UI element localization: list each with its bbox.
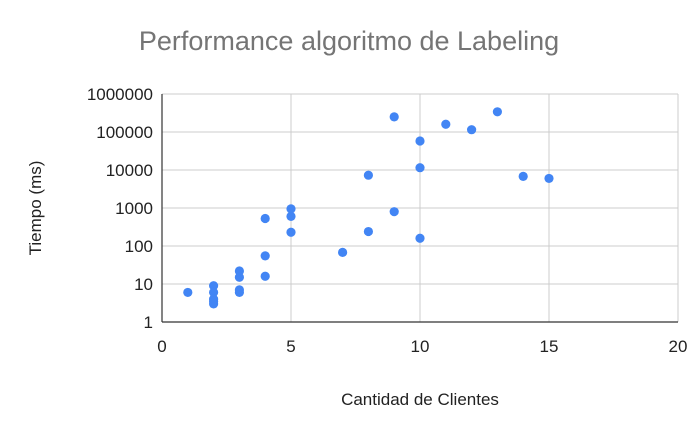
chart-title: Performance algoritmo de Labeling [139, 26, 559, 56]
data-point [286, 211, 296, 222]
data-point [415, 233, 425, 243]
data-point [415, 163, 425, 173]
x-axis-label: Cantidad de Clientes [341, 390, 499, 409]
data-point [234, 272, 244, 282]
x-tick-label: 10 [411, 337, 430, 356]
data-point [467, 125, 477, 135]
gridlines [162, 93, 679, 322]
axes [161, 94, 678, 323]
tick-labels: 1 10 100 1000 10000 100000 1000000 0 5 10 15 20 [87, 85, 688, 356]
data-point [209, 287, 219, 298]
data-point [286, 204, 296, 214]
y-tick-label: 10 [134, 275, 153, 294]
x-tick-label: 0 [157, 337, 166, 356]
x-tick-label: 15 [540, 337, 559, 356]
x-tick-label: 5 [286, 337, 295, 356]
data-point [389, 207, 399, 217]
data-point [234, 287, 244, 298]
data-point [492, 107, 502, 117]
y-tick-label: 1 [144, 313, 153, 332]
data-point [363, 226, 373, 237]
data-point [415, 136, 425, 146]
y-axis-label: Tiempo (ms) [26, 161, 45, 256]
data-point [234, 266, 244, 276]
data-point [260, 213, 270, 224]
data-point [363, 170, 373, 180]
data-point [518, 171, 528, 181]
y-tick-label: 10000 [106, 161, 153, 180]
x-tick-label: 20 [669, 337, 688, 356]
data-point [544, 173, 554, 184]
data-point [183, 287, 193, 298]
data-point [260, 271, 270, 281]
data-points [183, 107, 554, 309]
data-point [338, 247, 348, 257]
y-tick-label: 100000 [96, 123, 153, 142]
data-point [209, 299, 219, 309]
y-tick-label: 100 [125, 237, 153, 256]
data-point [209, 281, 219, 291]
data-point [286, 227, 296, 237]
y-tick-label: 1000 [115, 199, 153, 218]
y-tick-label: 1000000 [87, 85, 153, 104]
data-point [389, 112, 399, 122]
data-point [260, 251, 270, 261]
data-point [441, 119, 451, 129]
